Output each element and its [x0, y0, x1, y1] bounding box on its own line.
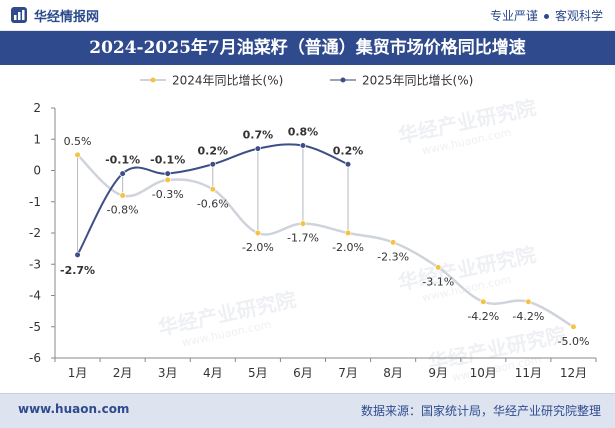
brand-logo-icon — [11, 7, 27, 23]
x-tick-label: 2月 — [113, 366, 133, 380]
series-2025-point — [344, 161, 352, 168]
data-label-2024: -5.0% — [557, 335, 589, 348]
x-tick-label: 4月 — [203, 366, 223, 380]
series-2025-point — [74, 251, 81, 258]
series-group — [74, 142, 577, 330]
y-tick-label: -4 — [29, 289, 41, 303]
chart-title: 2024-2025年7月油菜籽（普通）集贸市场价格同比增速 — [89, 38, 526, 58]
data-label-2024: -3.1% — [422, 275, 454, 288]
x-tick-label: 8月 — [383, 366, 403, 380]
data-label-2024: -2.3% — [377, 250, 409, 263]
legend: 2024年同比增长(%) 2025年同比增长(%) — [140, 74, 473, 88]
series-2024-point — [74, 151, 81, 158]
data-label-2024: -2.0% — [242, 241, 274, 254]
series-2024-line — [76, 153, 575, 328]
data-label-2025: -2.7% — [60, 264, 95, 277]
legend-label: 2025年同比增长(%) — [362, 74, 473, 88]
data-label-2025: 0.2% — [333, 144, 364, 157]
series-2024-point — [390, 239, 397, 246]
footer-url: www.huaon.com — [18, 402, 130, 416]
legend-label: 2024年同比增长(%) — [172, 74, 283, 88]
bullet-icon — [543, 14, 549, 19]
data-label-2024: -2.0% — [332, 241, 364, 254]
data-label-2024: -0.3% — [152, 188, 184, 201]
data-label-2024: 0.5% — [64, 135, 92, 148]
series-2025-point — [209, 161, 216, 168]
x-tick-label: 5月 — [248, 366, 268, 380]
series-2024-point — [435, 264, 442, 271]
footer-source: 数据来源：国家统计局，华经产业研究院整理 — [360, 404, 601, 418]
x-tick-label: 11月 — [515, 366, 542, 380]
series-2025-point — [164, 170, 171, 177]
series-2024-point — [480, 298, 487, 305]
legend-marker — [150, 77, 156, 83]
series-2024-point — [164, 176, 171, 183]
x-tick-label: 1月 — [68, 366, 88, 380]
footer: www.huaon.com 数据来源：国家统计局，华经产业研究院整理 — [0, 393, 615, 428]
data-label-2025: 0.8% — [288, 126, 319, 139]
watermarks: 华经产业研究院www.huaon.com华经产业研究院www.huaon.com… — [156, 95, 568, 384]
y-tick-label: 0 — [33, 164, 41, 178]
series-2025-point — [254, 145, 261, 152]
series-2024-point — [254, 229, 261, 237]
series-2024-point — [344, 229, 352, 237]
y-tick-label: -3 — [29, 257, 41, 271]
title-bar: 2024-2025年7月油菜籽（普通）集贸市场价格同比增速 — [0, 31, 615, 65]
data-label-2024: -4.2% — [467, 310, 499, 323]
series-2024-point — [299, 220, 307, 227]
data-label-2025: 0.2% — [198, 144, 229, 157]
data-label-2025: -0.1% — [150, 154, 185, 167]
data-label-2024: -4.2% — [512, 310, 544, 323]
y-axis: 2 1 0 -1 -2 -3 -4 -5 -6 — [29, 101, 56, 365]
slogan-left: 专业严谨 — [489, 9, 538, 23]
y-tick-label: 1 — [33, 132, 41, 146]
tagline: 专业严谨 客观科学 — [490, 7, 603, 24]
data-label-2024: -0.6% — [197, 197, 229, 210]
data-label-2024: -1.7% — [287, 232, 319, 245]
line-chart: 华经产业研究院www.huaon.com华经产业研究院www.huaon.com… — [29, 74, 597, 384]
data-label-2025: 0.7% — [243, 129, 274, 142]
y-tick-label: 2 — [33, 101, 41, 115]
x-tick-label: 7月 — [338, 366, 358, 380]
x-axis: 1月 2月 3月 4月 5月 6月 7月 8月 9月 10月 11月 12月 — [54, 357, 597, 380]
top-bar: 华经情报网 专业严谨 客观科学 — [0, 0, 615, 31]
x-tick-label: 3月 — [158, 366, 178, 380]
data-label-2025: -0.1% — [105, 154, 140, 167]
x-tick-label: 10月 — [470, 366, 497, 380]
data-labels: 0.5%-0.8%-0.3%-0.6%-2.0%-1.7%-2.0%-2.3%-… — [60, 126, 589, 348]
slogan-right: 客观科学 — [554, 9, 603, 23]
data-label-2024: -0.8% — [107, 204, 139, 217]
x-tick-label: 6月 — [293, 366, 313, 380]
y-tick-label: -2 — [29, 226, 41, 240]
legend-marker — [340, 77, 346, 83]
brand: 华经情报网 — [10, 6, 100, 25]
series-2025-point — [299, 142, 307, 149]
series-2024-point — [119, 192, 126, 199]
series-2024-point — [525, 298, 532, 305]
x-tick-label: 9月 — [428, 366, 448, 380]
series-2024-point — [570, 323, 577, 330]
y-tick-label: -1 — [29, 195, 41, 209]
brand-name: 华经情报网 — [34, 9, 100, 25]
x-tick-label: 12月 — [560, 366, 587, 380]
y-tick-label: -6 — [29, 351, 41, 365]
series-2025-point — [119, 170, 126, 177]
y-tick-label: -5 — [29, 320, 41, 334]
series-2024-point — [209, 186, 216, 193]
